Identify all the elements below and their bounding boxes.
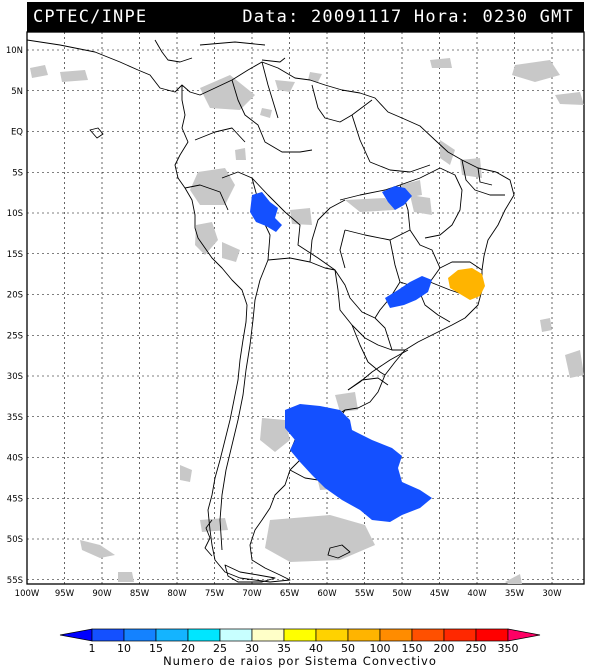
colorbar-tick-label: 30 [245,642,259,655]
lon-tick-label: 80W [167,589,187,599]
colorbar-swatch [283,628,317,642]
map-frame [26,31,585,585]
lat-tick-label: 40S [7,454,23,464]
lat-tick-label: 5N [11,87,23,97]
lat-tick-label: 10S [7,209,23,219]
lon-tick-label: 45W [430,589,450,599]
colorbar-swatch [475,628,509,642]
lon-tick-label: 55W [355,589,375,599]
lat-tick-label: 30S [7,372,23,382]
lon-tick-label: 35W [505,589,525,599]
lon-tick-label: 50W [392,589,412,599]
colorbar-tick-label: 50 [341,642,355,655]
lon-tick-label: 85W [130,589,150,599]
lon-tick-label: 65W [280,589,300,599]
colorbar-tick-label: 250 [466,642,487,655]
system-bahia [448,268,485,300]
lat-tick-label: 5S [12,168,23,178]
lon-tick-label: 100W [15,589,40,599]
lon-tick-label: 95W [55,589,75,599]
lat-tick-label: 50S [7,535,23,545]
source-label: CPTEC/INPE [33,7,148,27]
colorbar-tick-label: 350 [498,642,519,655]
colorbar-tick-label: 150 [402,642,423,655]
system-argentina-south [285,404,432,522]
lat-tick-label: 55S [7,576,23,586]
lat-tick-label: 25S [7,331,23,341]
lat-tick-label: EQ [11,128,23,138]
convective-systems [250,186,485,522]
colorbar-swatch [123,628,157,642]
colorbar-swatch [347,628,381,642]
map-header: CPTEC/INPE Data: 20091117 Hora: 0230 GMT [27,2,584,32]
colorbar-swatch [379,628,413,642]
lat-tick-label: 15S [7,250,23,260]
colorbar-swatch [507,628,541,642]
colorbar-tick-label: 25 [213,642,227,655]
lon-tick-label: 90W [92,589,112,599]
colorbar-tick-label: 200 [434,642,455,655]
colorbar: 1 10 15 20 25 30 35 40 50 100 150 200 250 350 [59,628,541,655]
colorbar-swatch [411,628,445,642]
colorbar-tick-label: 10 [117,642,131,655]
lat-tick-label: 10N [6,46,23,56]
lon-tick-label: 40W [467,589,487,599]
colorbar-swatch [251,628,285,642]
map-axis-labels: 10N 5N EQ 5S 10S 15S 20S 25S 30S 35S 40S 45S 50S 55S 1… [6,46,562,599]
lat-tick-label: 20S [7,291,23,301]
colorbar-swatch [315,628,349,642]
colorbar-tick-label: 15 [149,642,163,655]
datetime-label: Data: 20091117 Hora: 0230 GMT [242,7,574,27]
colorbar-swatch [91,628,125,642]
colorbar-tick-label: 35 [277,642,291,655]
lat-tick-label: 35S [7,413,23,423]
colorbar-tick-label: 40 [309,642,323,655]
colorbar-tick-label: 1 [89,642,96,655]
colorbar-swatch [187,628,221,642]
lat-tick-label: 45S [7,494,23,504]
lon-tick-label: 75W [205,589,225,599]
system-minas-gerais [385,276,432,308]
system-amazon-west [250,192,282,232]
colorbar-tick-label: 20 [181,642,195,655]
system-amazon-central [382,186,412,210]
colorbar-swatch [155,628,189,642]
colorbar-swatch [219,628,253,642]
lon-tick-label: 70W [242,589,262,599]
lon-tick-label: 30W [542,589,562,599]
legend-title: Numero de raios por Sistema Convectivo [163,654,437,668]
colorbar-swatch [59,628,93,642]
country-borders [27,39,515,583]
colorbar-swatch [443,628,477,642]
lon-tick-label: 60W [317,589,337,599]
colorbar-tick-label: 100 [370,642,391,655]
